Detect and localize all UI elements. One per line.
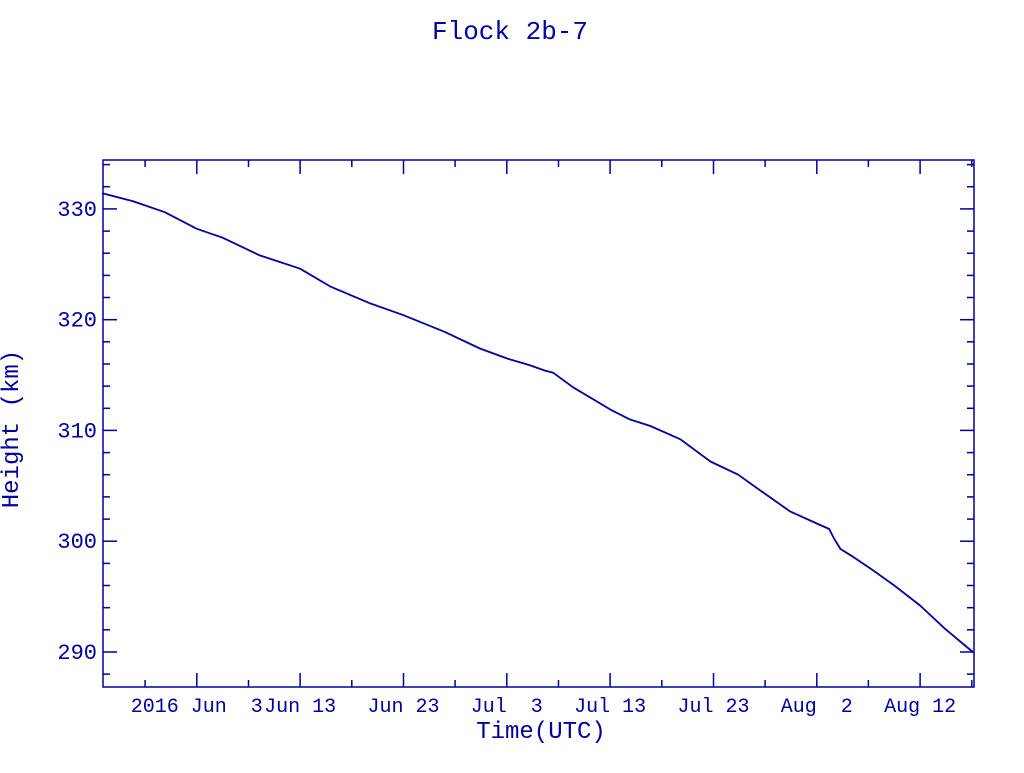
y-tick-label: 320 — [57, 309, 97, 334]
x-tick-label: 2016 Jun 3 — [131, 696, 263, 719]
x-tick-label: Aug 12 — [884, 696, 956, 719]
plot-frame — [102, 159, 975, 688]
plot-area: 2016 Jun 3 Jun 13 Jun 23 Jul 3 Jul 13 Jul 23 A… — [57, 159, 975, 719]
y-tick-label: 310 — [57, 419, 97, 444]
x-tick-label: Jul 23 — [677, 696, 749, 719]
y-tick-label: 300 — [57, 530, 97, 555]
chart-title: Flock 2b-7 — [432, 17, 588, 47]
x-tick-label: Jun 23 — [367, 696, 439, 719]
x-tick-label: Aug 2 — [781, 696, 853, 719]
height-curve — [101, 192, 974, 653]
y-tick-label: 290 — [57, 641, 97, 666]
y-axis-title: Height (km) — [0, 350, 26, 508]
x-axis-title: Time(UTC) — [476, 719, 606, 746]
x-tick-label: Jun 13 — [264, 696, 336, 719]
y-tick-label: 330 — [57, 198, 97, 223]
x-tick-label: Jul 3 — [471, 696, 543, 719]
x-tick-label: Jul 13 — [574, 696, 646, 719]
